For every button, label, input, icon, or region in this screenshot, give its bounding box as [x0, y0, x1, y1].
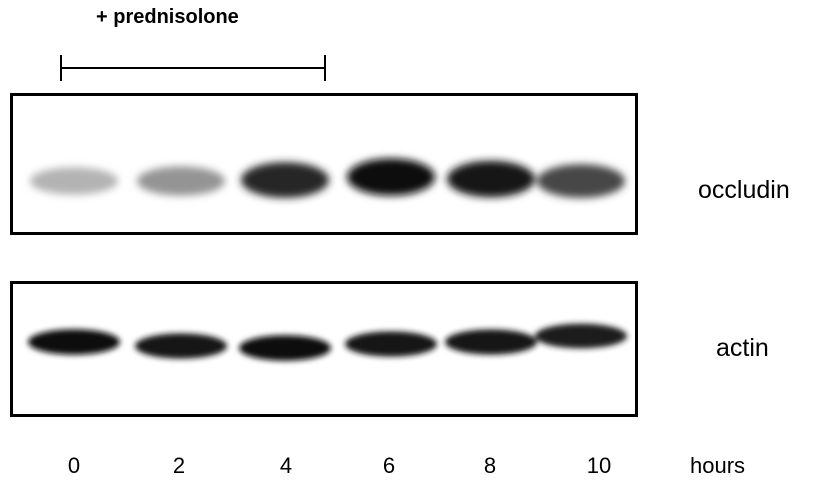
lane-label: 2	[172, 453, 186, 478]
treatment-bracket	[60, 55, 326, 81]
blot-band	[28, 329, 120, 355]
blot-band	[445, 329, 537, 355]
lane-label: 0	[67, 453, 81, 478]
blot-band	[447, 160, 535, 198]
blot-band	[347, 158, 435, 196]
actin-label: actin	[716, 334, 769, 362]
blot-band	[345, 331, 437, 357]
blot-band	[239, 335, 331, 361]
bracket-start-tick	[60, 55, 62, 81]
blot-band	[241, 162, 329, 198]
lane-labels: 0 2 4 6 8 hours 10	[0, 453, 821, 487]
occludin-blot-image	[30, 158, 625, 198]
treatment-label: + prednisolone	[96, 6, 239, 28]
blot-band	[30, 167, 118, 195]
bracket-end-tick	[324, 55, 326, 81]
blot-band	[135, 333, 227, 359]
lane-label: 6	[382, 453, 396, 478]
occludin-label: occludin	[698, 176, 790, 204]
blot-band	[535, 323, 627, 349]
blot-band	[537, 164, 625, 198]
lane-label: 10	[586, 453, 612, 478]
actin-blot-panel	[10, 281, 638, 417]
occludin-blot-panel	[10, 93, 638, 235]
bracket-line	[60, 67, 326, 69]
blot-band	[137, 166, 225, 196]
lane-label: 8	[483, 453, 497, 478]
actin-blot-image	[28, 323, 627, 361]
time-unit-label: hours	[690, 453, 746, 478]
lane-label: 4	[279, 453, 293, 478]
